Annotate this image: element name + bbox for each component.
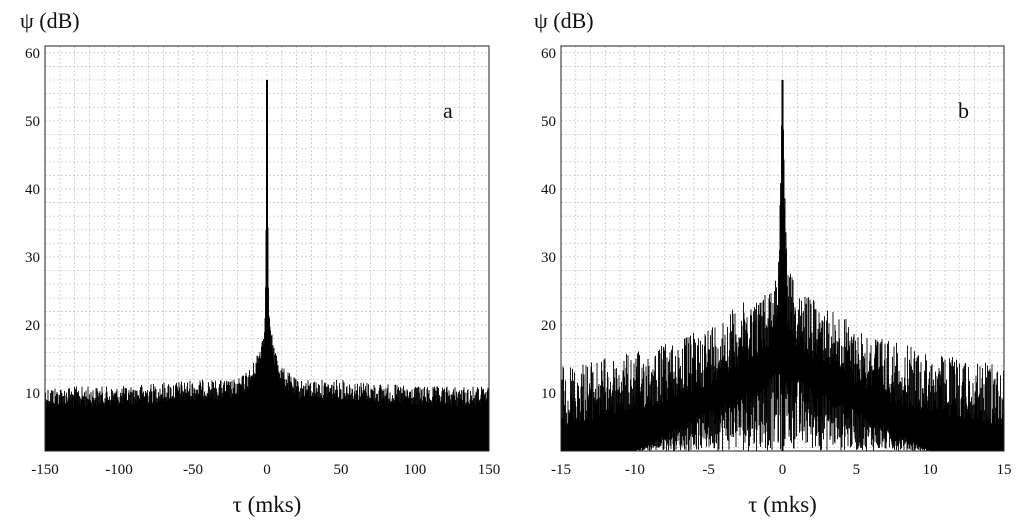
x-axis-label-b: τ (mks) [748, 492, 817, 517]
y-tick-label: 30 [541, 250, 556, 266]
x-ticks-a: -150 -100 -50 0 50 100 150 [31, 462, 500, 478]
y-tick-label: 10 [25, 386, 40, 402]
y-tick-label: 50 [541, 114, 556, 130]
y-axis-label-a: ψ (dB) [20, 8, 80, 33]
panel-letter-a: a [443, 98, 453, 123]
x-ticks-b: -15 -10 -5 0 5 10 15 [551, 462, 1012, 478]
y-ticks-b: 10 20 30 40 50 60 [541, 46, 556, 402]
x-tick-label: 150 [478, 462, 501, 478]
x-tick-label: -10 [625, 462, 645, 478]
x-tick-label: -50 [183, 462, 203, 478]
x-tick-label: -5 [702, 462, 715, 478]
x-tick-label: 5 [853, 462, 861, 478]
y-tick-label: 30 [25, 250, 40, 266]
x-tick-label: -150 [31, 462, 59, 478]
panel-b: 10 20 30 40 50 60 -15 -10 -5 0 5 10 15 ψ (dB) τ (mk… [534, 8, 1012, 517]
x-axis-label-a: τ (mks) [233, 492, 302, 517]
panel-a: 10 20 30 40 50 60 -150 -100 -50 0 50 100 150 ψ (dB)… [20, 8, 500, 517]
x-tick-label: 15 [997, 462, 1012, 478]
y-tick-label: 60 [541, 46, 556, 62]
x-tick-label: 50 [334, 462, 349, 478]
plot-frame-b [560, 45, 1005, 452]
x-tick-label: 0 [779, 462, 787, 478]
x-tick-label: -100 [105, 462, 133, 478]
x-tick-label: 10 [923, 462, 938, 478]
y-ticks-a: 10 20 30 40 50 60 [25, 46, 40, 402]
panel-letter-b: b [958, 98, 969, 123]
y-tick-label: 60 [25, 46, 40, 62]
y-tick-label: 20 [25, 318, 40, 334]
x-tick-label: 100 [404, 462, 427, 478]
x-tick-label: -15 [551, 462, 571, 478]
x-tick-label: 0 [263, 462, 271, 478]
y-axis-label-b: ψ (dB) [534, 8, 594, 33]
plot-frame-a [44, 45, 490, 452]
y-tick-label: 50 [25, 114, 40, 130]
y-tick-label: 20 [541, 318, 556, 334]
y-tick-label: 10 [541, 386, 556, 402]
y-tick-label: 40 [541, 182, 556, 198]
y-tick-label: 40 [25, 182, 40, 198]
